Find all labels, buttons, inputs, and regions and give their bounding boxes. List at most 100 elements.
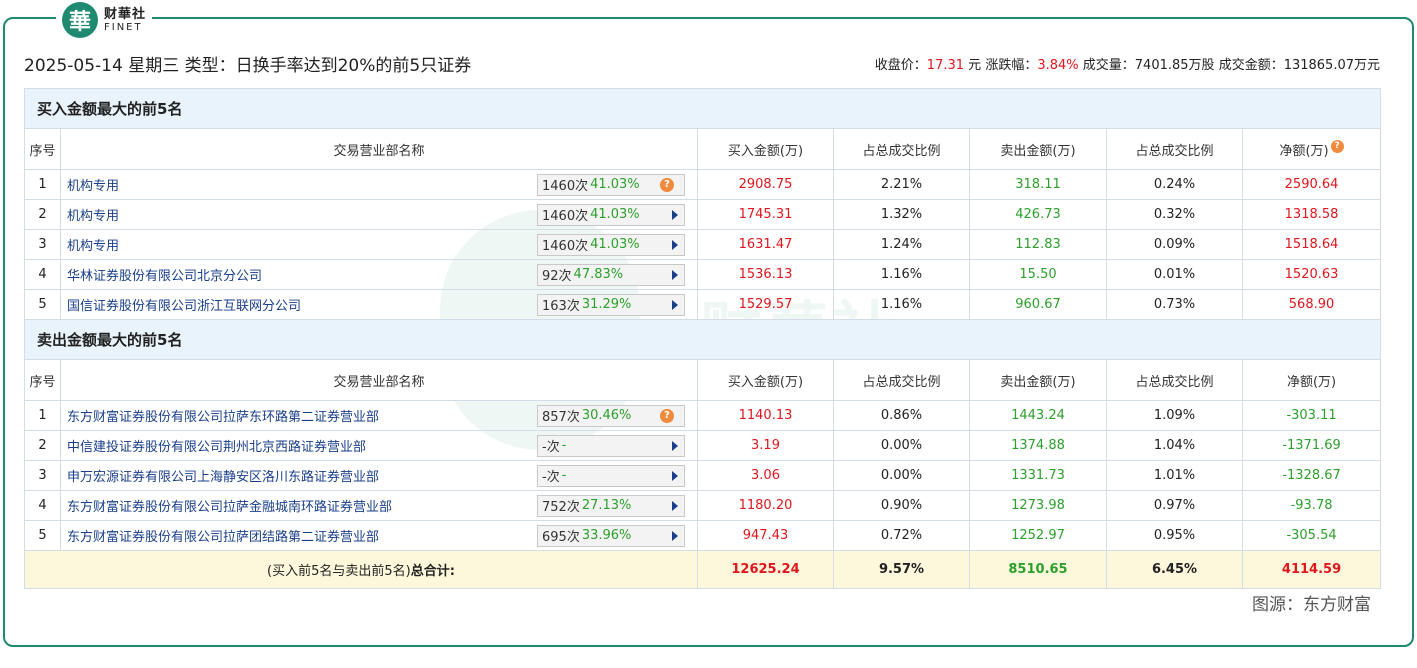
broker-name[interactable]: 机构专用 [67, 239, 120, 254]
expand-arrow-icon[interactable] [672, 440, 678, 451]
total-sell-ratio: 6.45% [1106, 550, 1243, 589]
sell-ratio: 0.95% [1106, 520, 1243, 551]
broker-name[interactable]: 机构专用 [67, 179, 120, 194]
sell-ratio: 1.09% [1106, 400, 1243, 431]
buy-ratio: 1.16% [833, 259, 970, 290]
column-header: 占总成交比例 [833, 128, 970, 170]
section-title: 卖出金额最大的前5名 [23, 319, 1382, 360]
buy-ratio: 1.32% [833, 199, 970, 230]
buy-amount: 2908.75 [697, 169, 834, 200]
broker-name[interactable]: 东方财富证券股份有限公司拉萨东环路第二证券营业部 [67, 410, 380, 425]
help-icon[interactable]: ? [1330, 139, 1344, 153]
broker-name[interactable]: 东方财富证券股份有限公司拉萨金融城南环路证券营业部 [67, 500, 393, 515]
column-header: 卖出金额(万) [969, 128, 1107, 170]
win-rate: 31.29% [581, 297, 632, 312]
expand-arrow-icon[interactable] [672, 209, 678, 220]
buy-amount: 1180.20 [697, 490, 834, 521]
broker-stats-toggle[interactable]: -次 - [537, 434, 685, 457]
broker-name[interactable]: 东方财富证券股份有限公司拉萨团结路第二证券营业部 [67, 530, 380, 545]
trade-count: 92次 [542, 269, 572, 284]
sell-amount: 426.73 [969, 199, 1107, 230]
buy-ratio: 0.90% [833, 490, 970, 521]
broker-stats-toggle[interactable]: 1460次 41.03% [537, 233, 685, 256]
column-header: 占总成交比例 [1106, 128, 1243, 170]
expand-arrow-icon[interactable] [672, 500, 678, 511]
win-rate: 30.46% [581, 408, 632, 423]
buy-amount: 947.43 [697, 520, 834, 551]
column-header: 买入金额(万) [697, 128, 834, 170]
sell-ratio: 0.01% [1106, 259, 1243, 290]
broker-name[interactable]: 国信证券股份有限公司浙江互联网分公司 [67, 299, 302, 314]
buy-ratio: 2.21% [833, 169, 970, 200]
column-header: 买入金额(万) [697, 359, 834, 401]
brand-en: FINET [104, 21, 143, 33]
broker-name[interactable]: 机构专用 [67, 209, 120, 224]
buy-section-title: 买入金额最大的前5名 [23, 88, 1382, 129]
sell-ratio: 0.32% [1106, 199, 1243, 230]
buy-ratio: 0.86% [833, 400, 970, 431]
table-row: 5 国信证券股份有限公司浙江互联网分公司 163次 31.29% 1529.57 1.16… [24, 289, 1382, 320]
win-rate: - [561, 468, 567, 483]
broker-stats-toggle[interactable]: 752次 27.13% [537, 494, 685, 517]
broker-stats-toggle[interactable]: 1460次 41.03% [537, 203, 685, 226]
close-value: 17.31 [926, 57, 965, 73]
total-label: (买入前5名与卖出前5名)总合计: [24, 550, 698, 589]
total-label-prefix: (买入前5名与卖出前5名) [267, 564, 411, 579]
sell-amount: 1374.88 [969, 430, 1107, 461]
column-header: 交易营业部名称 [60, 128, 698, 170]
buy-amount: 1536.13 [697, 259, 834, 290]
column-header: 交易营业部名称 [60, 359, 698, 401]
broker-stats-toggle[interactable]: 92次 47.83% [537, 263, 685, 286]
table-row: 4 东方财富证券股份有限公司拉萨金融城南环路证券营业部 752次 27.13% 1180… [24, 490, 1382, 521]
expand-arrow-icon[interactable] [672, 299, 678, 310]
broker-name[interactable]: 申万宏源证券有限公司上海静安区洛川东路证券营业部 [67, 470, 380, 485]
broker-name[interactable]: 华林证券股份有限公司北京分公司 [67, 269, 263, 284]
broker-cell: 机构专用 1460次 41.03% [60, 229, 698, 260]
expand-arrow-icon[interactable] [672, 269, 678, 280]
column-header: 序号 [24, 128, 61, 170]
total-buy: 12625.24 [697, 550, 834, 589]
broker-stats-toggle[interactable]: 1460次 41.03%? [537, 173, 685, 196]
help-icon[interactable]: ? [660, 177, 674, 192]
buy-ratio: 1.16% [833, 289, 970, 320]
broker-cell: 华林证券股份有限公司北京分公司 92次 47.83% [60, 259, 698, 290]
row-index: 1 [24, 400, 61, 431]
sell-ratio: 0.24% [1106, 169, 1243, 200]
broker-stats-toggle[interactable]: 163次 31.29% [537, 293, 685, 316]
volume: 成交量：7401.85万股 [1082, 57, 1215, 73]
sell-amount: 1252.97 [969, 520, 1107, 551]
sell-amount: 960.67 [969, 289, 1107, 320]
win-rate: 41.03% [590, 177, 640, 192]
row-index: 4 [24, 490, 61, 521]
broker-stats-toggle[interactable]: -次 - [537, 464, 685, 487]
column-header: 占总成交比例 [1106, 359, 1243, 401]
row-index: 5 [24, 289, 61, 320]
sell-ratio: 0.09% [1106, 229, 1243, 260]
win-rate: 27.13% [581, 498, 632, 513]
net-amount: -1371.69 [1241, 430, 1382, 461]
broker-cell: 东方财富证券股份有限公司拉萨东环路第二证券营业部 857次 30.46%? [60, 400, 698, 431]
broker-stats-toggle[interactable]: 695次 33.96% [537, 524, 685, 547]
brand-cn: 财華社 [104, 6, 147, 22]
total-sell: 8510.65 [969, 550, 1107, 589]
row-index: 5 [24, 520, 61, 551]
row-index: 4 [24, 259, 61, 290]
net-amount: -93.78 [1241, 490, 1382, 521]
buy-header-row: 序号 交易营业部名称 买入金额(万) 占总成交比例 卖出金额(万) 占总成交比例 净额(万)… [24, 128, 1382, 170]
expand-arrow-icon[interactable] [672, 470, 678, 481]
buy-amount: 1631.47 [697, 229, 834, 260]
title-bar: 2025-05-14 星期三 类型：日换手率达到20%的前5只证券 收盘价：17… [24, 50, 1380, 76]
buy-amount: 1745.31 [697, 199, 834, 230]
trade-count: 857次 [542, 410, 580, 425]
sell-ratio: 0.73% [1106, 289, 1243, 320]
help-icon[interactable]: ? [660, 408, 674, 423]
expand-arrow-icon[interactable] [672, 239, 678, 250]
net-amount: 1520.63 [1241, 259, 1382, 290]
broker-name[interactable]: 中信建投证券股份有限公司荆州北京西路证券营业部 [67, 440, 367, 455]
expand-arrow-icon[interactable] [672, 530, 678, 541]
sell-amount: 1331.73 [969, 460, 1107, 491]
broker-stats-toggle[interactable]: 857次 30.46%? [537, 404, 685, 427]
row-index: 3 [24, 460, 61, 491]
trade-count: 163次 [542, 299, 580, 314]
close-unit: 元 [968, 57, 982, 73]
